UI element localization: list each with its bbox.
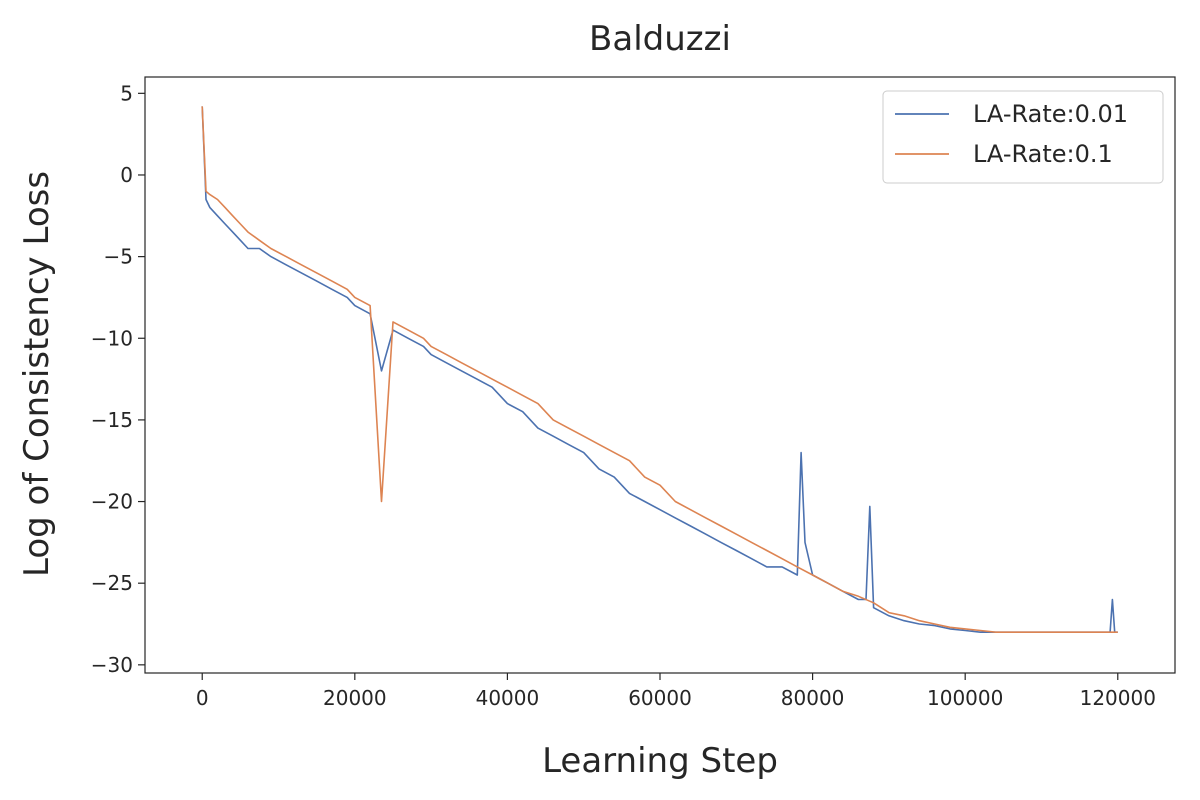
x-tick-label: 40000 — [476, 686, 540, 710]
legend-label: LA-Rate:0.1 — [973, 140, 1113, 168]
y-tick-label: 5 — [120, 81, 133, 105]
y-tick-label: −15 — [91, 408, 133, 432]
y-tick-label: −30 — [91, 653, 133, 677]
x-tick-label: 80000 — [781, 686, 845, 710]
legend-label: LA-Rate:0.01 — [973, 100, 1128, 128]
x-tick-label: 100000 — [927, 686, 1003, 710]
y-tick-label: −5 — [104, 245, 133, 269]
series-line-2 — [201, 106, 1118, 634]
y-axis-title: Log of Consistency Loss — [17, 171, 57, 577]
x-tick-label: 60000 — [628, 686, 692, 710]
y-tick-label: 0 — [120, 163, 133, 187]
x-tick-label: 20000 — [323, 686, 387, 710]
x-tick-label: 0 — [196, 686, 209, 710]
y-tick-label: −10 — [91, 326, 133, 350]
y-tick-label: −25 — [91, 571, 133, 595]
legend-box — [882, 90, 1164, 184]
x-axis-title: Learning Step — [542, 741, 778, 781]
x-tick-label: 120000 — [1080, 686, 1156, 710]
series-line-1 — [201, 106, 1118, 634]
chart-title: Balduzzi — [589, 19, 731, 59]
y-tick-label: −20 — [91, 490, 133, 514]
